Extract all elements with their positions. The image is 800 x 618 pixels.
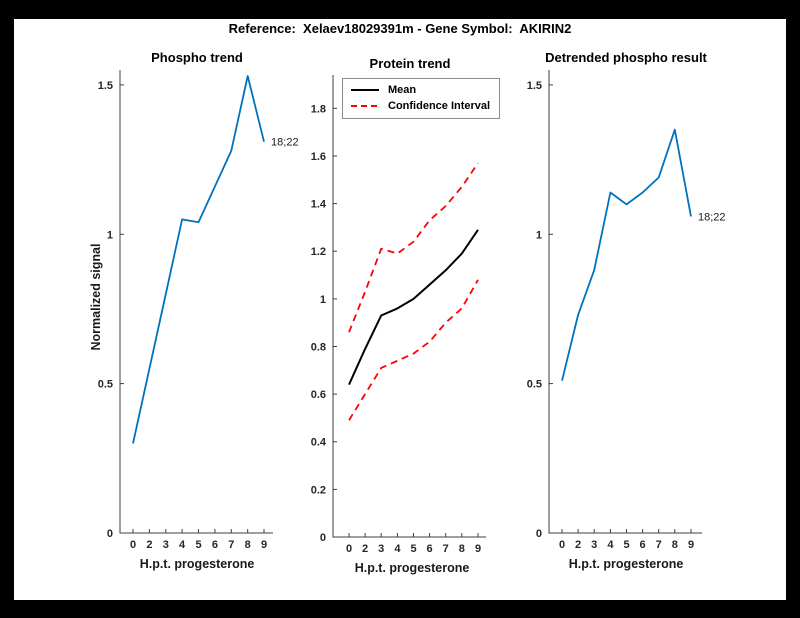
y-tick-label: 0.4 xyxy=(311,437,327,449)
y-tick-label: 0 xyxy=(536,528,542,540)
x-tick-label: 4 xyxy=(607,539,614,551)
legend-label: Confidence Interval xyxy=(388,100,491,112)
point-annotation: 18;22 xyxy=(698,211,726,223)
y-tick-label: 0.6 xyxy=(311,389,326,401)
subplot3-xaxis-label: H.p.t. progesterone xyxy=(568,557,684,571)
x-tick-label: 6 xyxy=(427,543,433,555)
subplot2-title: Protein trend xyxy=(369,56,451,71)
subplot2-xaxis-label: H.p.t. progesterone xyxy=(354,561,470,575)
y-tick-label: 1 xyxy=(107,229,113,241)
x-tick-label: 9 xyxy=(475,543,481,555)
legend-label: Mean xyxy=(388,84,417,96)
x-tick-label: 2 xyxy=(146,539,152,551)
x-tick-label: 5 xyxy=(410,543,416,555)
axes-frame xyxy=(548,70,702,534)
axes-frame xyxy=(332,75,486,538)
subplot1-title: Phospho trend xyxy=(151,50,243,65)
y-tick-label: 0 xyxy=(320,532,326,544)
y-tick-label: 0.2 xyxy=(311,484,326,496)
point-annotation: 18;22 xyxy=(271,137,299,149)
figure-title: Reference: Xelaev18029391m - Gene Symbol… xyxy=(228,21,572,36)
legend-box: Mean Confidence Interval xyxy=(342,78,501,119)
series-line-confidence-interval-lower xyxy=(348,279,479,421)
x-tick-label: 3 xyxy=(163,539,169,551)
dashed-line-sample-icon xyxy=(351,105,379,107)
legend-entry-confidence-interval: Confidence Interval xyxy=(350,99,490,113)
x-tick-label: 2 xyxy=(575,539,581,551)
x-tick-label: 7 xyxy=(443,543,449,555)
y-tick-label: 1 xyxy=(320,294,326,306)
x-tick-label: 6 xyxy=(640,539,646,551)
x-tick-label: 9 xyxy=(688,539,694,551)
x-tick-label: 0 xyxy=(559,539,565,551)
legend-entry-mean: Mean xyxy=(350,83,490,97)
x-tick-label: 8 xyxy=(245,539,251,551)
x-tick-label: 8 xyxy=(459,543,465,555)
subplot-phospho-trend: 0 2 3 4 5 6 7 8 900.511.518;22 xyxy=(98,70,299,551)
y-tick-label: 0 xyxy=(107,528,113,540)
y-tick-label: 1.8 xyxy=(311,103,326,115)
x-tick-label: 5 xyxy=(195,539,201,551)
series-line-mean xyxy=(348,229,479,386)
y-axis-label: Normalized signal xyxy=(89,243,103,351)
x-tick-label: 8 xyxy=(672,539,678,551)
subplot3-title: Detrended phospho result xyxy=(545,50,707,65)
subplot-detrended-phospho: 0 2 3 4 5 6 7 8 900.511.518;22 xyxy=(527,70,726,551)
y-tick-label: 1.2 xyxy=(311,246,326,258)
x-tick-label: 3 xyxy=(591,539,597,551)
y-tick-label: 0.5 xyxy=(527,379,542,391)
series-line-confidence-interval-upper xyxy=(348,162,479,333)
x-tick-label: 0 xyxy=(346,543,352,555)
y-tick-label: 1.5 xyxy=(98,80,113,92)
y-tick-label: 1.4 xyxy=(311,199,327,211)
x-tick-label: 7 xyxy=(228,539,234,551)
y-tick-label: 0.8 xyxy=(311,341,326,353)
series-line-detrended-phospho xyxy=(561,128,692,381)
x-tick-label: 3 xyxy=(378,543,384,555)
solid-line-sample-icon xyxy=(351,89,379,91)
subplot1-xaxis-label: H.p.t. progesterone xyxy=(139,557,255,571)
figure-canvas: Reference: Xelaev18029391m - Gene Symbol… xyxy=(14,19,786,600)
subplot-protein-trend: 0 2 3 4 5 6 7 8 900.20.40.60.811.21.41.61.8 xyxy=(311,75,486,555)
x-tick-label: 5 xyxy=(623,539,629,551)
x-tick-label: 4 xyxy=(394,543,401,555)
plots-svg: 0 2 3 4 5 6 7 8 900.511.518;220 2 3 4 5 6 7 8 900.20.40.… xyxy=(98,70,726,555)
x-tick-label: 4 xyxy=(179,539,186,551)
y-tick-label: 1 xyxy=(536,229,542,241)
y-tick-label: 1.5 xyxy=(527,80,542,92)
y-tick-label: 1.6 xyxy=(311,151,326,163)
y-tick-label: 0.5 xyxy=(98,379,113,391)
x-tick-label: 7 xyxy=(656,539,662,551)
x-tick-label: 0 xyxy=(130,539,136,551)
x-tick-label: 9 xyxy=(261,539,267,551)
axes-frame xyxy=(119,70,273,534)
series-line-phospho-signal xyxy=(132,75,265,444)
x-tick-label: 2 xyxy=(362,543,368,555)
x-tick-label: 6 xyxy=(212,539,218,551)
